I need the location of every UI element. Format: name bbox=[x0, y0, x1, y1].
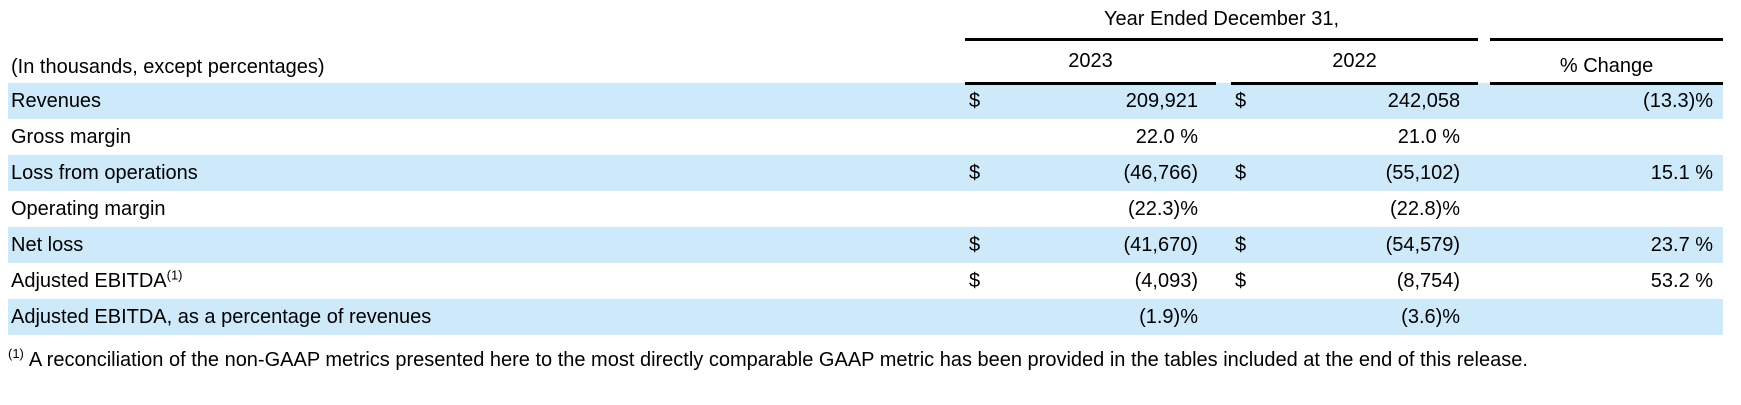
column-gap bbox=[1216, 299, 1231, 335]
table-header-period-row: Year Ended December 31, bbox=[8, 2, 1724, 41]
row-label: Gross margin bbox=[11, 125, 132, 148]
row-label: Operating margin bbox=[11, 197, 166, 220]
value-pct-change: 53.2 % bbox=[1650, 269, 1714, 292]
value-pct-change: 23.7 % bbox=[1650, 233, 1714, 256]
currency-symbol bbox=[1231, 299, 1271, 335]
column-header-2022: 2022 bbox=[1231, 39, 1479, 85]
currency-symbol: $ bbox=[969, 90, 981, 113]
row-label: Adjusted EBITDA(1) bbox=[11, 266, 183, 292]
currency-symbol bbox=[965, 119, 1003, 155]
header-gap bbox=[1478, 2, 1490, 39]
column-gap bbox=[1478, 227, 1490, 263]
currency-symbol: $ bbox=[969, 269, 981, 292]
value-pct-change bbox=[1490, 299, 1723, 335]
column-gap bbox=[1216, 155, 1231, 191]
column-gap bbox=[1478, 83, 1490, 119]
column-gap bbox=[1478, 263, 1490, 299]
currency-symbol: $ bbox=[969, 161, 981, 184]
currency-symbol: $ bbox=[1235, 233, 1247, 256]
row-label: Revenues bbox=[11, 89, 102, 112]
column-gap bbox=[1216, 263, 1231, 299]
header-gap bbox=[1216, 39, 1231, 83]
column-gap bbox=[1216, 227, 1231, 263]
table-row-adjusted-ebitda: Adjusted EBITDA(1) $ (4,093) $ (8,754) 5… bbox=[8, 263, 1723, 299]
row-label: Net loss bbox=[11, 233, 84, 256]
row-label: Loss from operations bbox=[11, 161, 198, 184]
header-gap bbox=[1478, 39, 1490, 83]
value-2022: (8,754) bbox=[1396, 269, 1461, 292]
financial-highlights-table: Year Ended December 31, (In thousands, e… bbox=[8, 2, 1724, 335]
value-2023: (4,093) bbox=[1134, 269, 1198, 292]
value-2023: (41,670) bbox=[1123, 233, 1199, 256]
column-gap bbox=[1478, 155, 1490, 191]
column-header-2023: 2023 bbox=[965, 39, 1216, 85]
value-pct-change: (13.3)% bbox=[1643, 90, 1714, 113]
table-row-net-loss: Net loss $ (41,670) $ (54,579) 23.7 % bbox=[8, 227, 1724, 263]
currency-symbol: $ bbox=[1235, 269, 1247, 292]
currency-symbol: $ bbox=[1235, 161, 1247, 184]
value-2022: (55,102) bbox=[1385, 161, 1461, 184]
value-2022: (54,579) bbox=[1385, 233, 1461, 256]
column-gap bbox=[1478, 191, 1490, 227]
footnote: (1) A reconciliation of the non-GAAP metr… bbox=[8, 343, 1723, 377]
column-gap bbox=[1478, 119, 1490, 155]
column-header-pct-change: % Change bbox=[1490, 39, 1724, 85]
table-row-operating-margin: Operating margin (22.3)% (22.8)% bbox=[8, 191, 1723, 227]
table-row-adjusted-ebitda-pct: Adjusted EBITDA, as a percentage of reve… bbox=[8, 299, 1724, 335]
footnote-text: A reconciliation of the non-GAAP metrics… bbox=[28, 349, 1528, 371]
currency-symbol bbox=[1231, 191, 1271, 227]
value-2023: 22.0 % bbox=[1135, 125, 1198, 148]
value-2022: 242,058 bbox=[1387, 90, 1461, 113]
value-2023: (46,766) bbox=[1123, 161, 1199, 184]
currency-symbol bbox=[965, 299, 1003, 335]
column-gap bbox=[1216, 83, 1231, 119]
currency-symbol: $ bbox=[1235, 90, 1247, 113]
period-header: Year Ended December 31, bbox=[965, 2, 1479, 41]
value-pct-change bbox=[1490, 119, 1723, 155]
currency-symbol bbox=[965, 191, 1003, 227]
table-row-loss-from-operations: Loss from operations $ (46,766) $ (55,10… bbox=[8, 155, 1724, 191]
value-2023: (22.3)% bbox=[1127, 197, 1198, 220]
table-row-revenues: Revenues $ 209,921 $ 242,058 (13.3)% bbox=[8, 83, 1724, 119]
header-spacer bbox=[8, 2, 965, 39]
units-label: (In thousands, except percentages) bbox=[11, 56, 325, 78]
pct-change-overline bbox=[1490, 2, 1724, 41]
table-header-years-row: (In thousands, except percentages) 2023 … bbox=[8, 39, 1724, 85]
table-row-gross-margin: Gross margin 22.0 % 21.0 % bbox=[8, 119, 1723, 155]
value-pct-change: 15.1 % bbox=[1650, 161, 1714, 184]
value-2022: (3.6)% bbox=[1401, 305, 1461, 328]
value-2023: 209,921 bbox=[1125, 90, 1198, 113]
value-2022: 21.0 % bbox=[1397, 125, 1461, 148]
row-label: Adjusted EBITDA, as a percentage of reve… bbox=[11, 305, 432, 328]
currency-symbol bbox=[1231, 119, 1271, 155]
currency-symbol: $ bbox=[969, 233, 981, 256]
footnote-marker: (1) bbox=[8, 346, 24, 362]
footnote-ref: (1) bbox=[166, 266, 183, 282]
value-pct-change bbox=[1490, 191, 1723, 227]
value-2022: (22.8)% bbox=[1390, 197, 1461, 220]
column-gap bbox=[1216, 119, 1231, 155]
column-gap bbox=[1478, 299, 1490, 335]
column-gap bbox=[1216, 191, 1231, 227]
value-2023: (1.9)% bbox=[1139, 305, 1198, 328]
